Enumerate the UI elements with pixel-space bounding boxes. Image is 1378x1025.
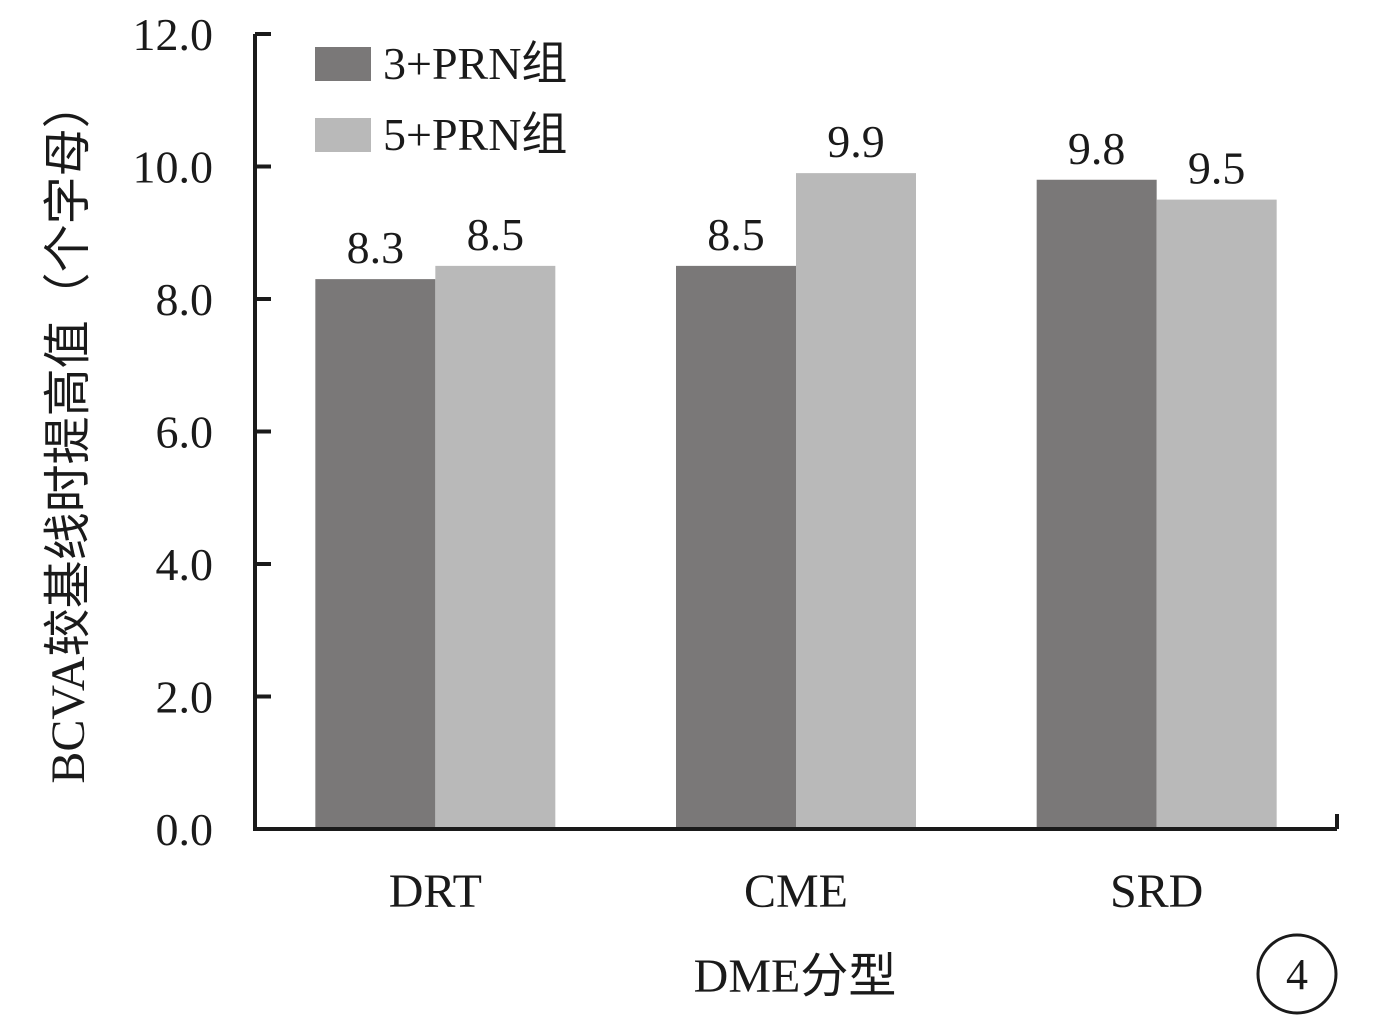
bar-srd-series-2: [1156, 199, 1277, 829]
panel-number-badge: 4: [1256, 933, 1338, 1015]
bar-srd-series-1: [1036, 179, 1157, 829]
y-tick-label: 2.0: [156, 672, 214, 723]
legend-swatch-series-2: [315, 118, 371, 152]
data-label-srd-series-2: 9.5: [1188, 143, 1246, 194]
x-tick-label-srd: SRD: [1110, 865, 1203, 918]
y-tick-label: 12.0: [133, 9, 214, 60]
bar-drt-series-2: [435, 265, 556, 829]
bar-drt-series-1: [315, 279, 436, 829]
y-tick-label: 8.0: [156, 274, 214, 325]
data-label-drt-series-1: 8.3: [347, 222, 405, 273]
y-axis-title: BCVA较基线时提高值（个字母）: [42, 80, 95, 783]
y-tick-label: 6.0: [156, 407, 214, 458]
x-tick-label-cme: CME: [744, 865, 848, 918]
bar-cme-series-1: [676, 265, 796, 829]
x-axis-title: DME分型: [694, 950, 897, 1003]
legend-label-series-1: 3+PRN组: [383, 38, 567, 89]
legend-label-series-2: 5+PRN组: [383, 109, 567, 160]
y-tick-label: 10.0: [133, 142, 214, 193]
y-tick-label: 4.0: [156, 539, 214, 590]
data-label-cme-series-2: 9.9: [827, 116, 885, 167]
bars-layer: [315, 173, 1277, 829]
x-tick-label-drt: DRT: [389, 865, 482, 918]
bar-cme-series-2: [796, 173, 916, 829]
legend-swatch-series-1: [315, 47, 371, 81]
panel-number-circle: [1256, 933, 1338, 1015]
panel-number: 4: [1286, 950, 1308, 999]
data-label-srd-series-1: 9.8: [1068, 123, 1126, 174]
legend: 3+PRN组 5+PRN组: [315, 38, 567, 160]
axes-layer: [253, 32, 1339, 831]
y-tick-label: 0.0: [156, 804, 214, 855]
labels-layer: 8.3 8.5 DRT 8.5 9.9 CME 9.8 9.5 SRD 0.0 2.0 4.0 6.0 8…: [133, 9, 1246, 918]
data-label-cme-series-1: 8.5: [707, 209, 765, 260]
data-label-drt-series-2: 8.5: [467, 209, 525, 260]
